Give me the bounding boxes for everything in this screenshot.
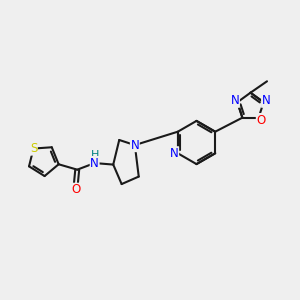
Text: N: N [231, 94, 239, 107]
Text: O: O [71, 183, 80, 196]
Text: O: O [256, 114, 266, 127]
Text: N: N [130, 139, 139, 152]
Text: N: N [90, 157, 99, 169]
Text: H: H [91, 150, 100, 160]
Text: N: N [262, 94, 270, 107]
Text: N: N [170, 147, 178, 160]
Text: S: S [30, 142, 37, 155]
